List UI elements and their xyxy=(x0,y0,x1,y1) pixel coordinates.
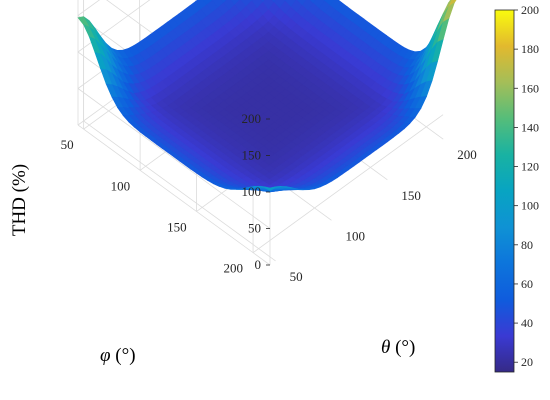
left-wall-gridline xyxy=(77,88,271,229)
z-axis-label: THD (%) xyxy=(9,164,30,236)
floor-gridline xyxy=(252,114,444,253)
x-axis-label: θ (°) xyxy=(381,337,415,358)
z-tick-label: 50 xyxy=(248,221,261,236)
left-wall-gridline xyxy=(77,124,271,266)
x-tick-label: 100 xyxy=(345,228,365,243)
colorbar-tick-label: 100 xyxy=(521,199,539,213)
z-tick-label: 100 xyxy=(242,184,262,199)
z-tick-label: 150 xyxy=(242,148,262,163)
y-tick-label: 50 xyxy=(61,137,74,152)
back-wall-gridline xyxy=(77,0,151,53)
x-tick-label: 200 xyxy=(457,147,477,162)
colorbar-tick-label: 60 xyxy=(521,277,533,291)
y-axis-label: φ (°) xyxy=(100,345,136,366)
colorbar-tick-label: 40 xyxy=(521,316,533,330)
colorbar: 20 40 60 80 100 120 140 160 180 200 xyxy=(494,3,539,373)
surface-patch xyxy=(260,0,266,3)
colorbar-tick-label: 160 xyxy=(521,81,539,95)
colorbar-tick-label: 140 xyxy=(521,120,539,134)
axes-ticks: 0 50 100 150 200 50 100 150 200 50 100 150 200 xyxy=(61,111,477,284)
colorbar-tick-label: 80 xyxy=(521,238,533,252)
x-tick-label: 50 xyxy=(290,269,303,284)
z-tick-label: 0 xyxy=(255,257,262,272)
colorbar-tick-label: 180 xyxy=(521,42,539,56)
colorbar-tick-label: 200 xyxy=(521,3,539,17)
colorbar-tick-label: 20 xyxy=(521,355,533,369)
x-tick-label: 150 xyxy=(401,188,421,203)
y-tick-label: 150 xyxy=(167,219,187,234)
y-tick-label: 100 xyxy=(111,178,131,193)
floor-gridline xyxy=(83,120,276,262)
z-tick-label: 200 xyxy=(242,111,262,126)
surface-patch xyxy=(264,187,276,191)
thd-surface xyxy=(77,0,457,193)
colorbar-tick-label: 120 xyxy=(521,160,539,174)
colorbar-gradient xyxy=(494,9,515,373)
y-tick-label: 200 xyxy=(224,261,244,276)
